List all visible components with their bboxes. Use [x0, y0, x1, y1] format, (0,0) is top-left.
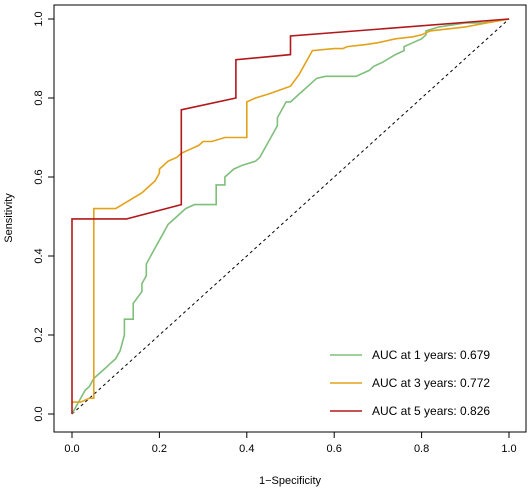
y-axis: 0.0 0.2 0.4 0.6 0.8 1.0 [33, 11, 55, 422]
x-axis: 0.0 0.2 0.4 0.6 0.8 1.0 [64, 431, 517, 455]
x-tick-label: 0.4 [239, 443, 254, 455]
series-layer [71, 18, 510, 415]
reference-diagonal-line [71, 18, 510, 415]
x-tick-label: 0.0 [64, 443, 79, 455]
x-tick-label: 0.8 [414, 443, 429, 455]
series-line-2 [72, 18, 510, 403]
legend-label-3: AUC at 5 years: 0.826 [372, 404, 490, 418]
y-tick-label: 0.8 [33, 90, 45, 105]
y-tick-label: 0.2 [33, 327, 45, 342]
series-line-3 [71, 18, 510, 414]
y-tick-label: 0.6 [33, 169, 45, 184]
legend: AUC at 1 years: 0.679 AUC at 3 years: 0.7… [330, 348, 490, 418]
x-tick-label: 1.0 [501, 443, 516, 455]
y-axis-title: Sensitivity [3, 193, 15, 243]
x-tick-label: 0.6 [327, 443, 342, 455]
y-tick-label: 0.4 [33, 248, 45, 263]
x-tick-label: 0.2 [152, 443, 167, 455]
y-tick-label: 0.0 [33, 406, 45, 421]
x-axis-title: 1−Specificity [259, 475, 322, 487]
series-line-1 [71, 18, 510, 415]
legend-label-2: AUC at 3 years: 0.772 [372, 376, 490, 390]
legend-label-1: AUC at 1 years: 0.679 [372, 348, 490, 362]
y-tick-label: 1.0 [33, 11, 45, 26]
